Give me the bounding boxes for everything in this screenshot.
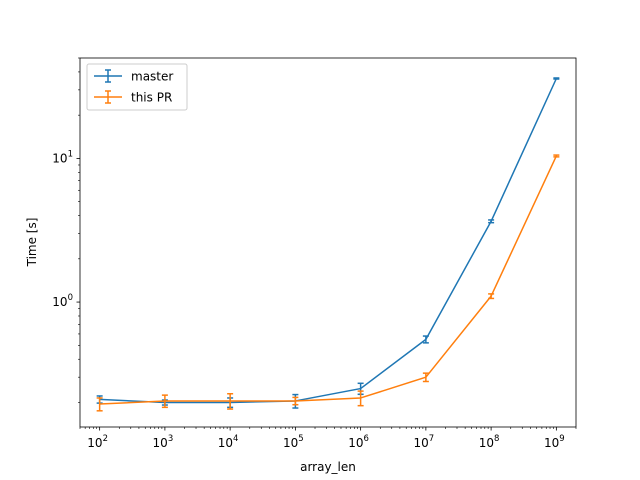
- legend-label-master: master: [131, 70, 173, 84]
- x-tick-label: 103: [153, 434, 174, 450]
- y-tick-label: 100: [52, 293, 73, 309]
- legend-entry-this-pr: this PR: [94, 90, 172, 105]
- x-axis-label: array_len: [300, 460, 356, 474]
- x-tick-label: 107: [414, 434, 435, 450]
- x-tick-label: 109: [544, 434, 565, 450]
- x-tick-label: 105: [283, 434, 304, 450]
- series-line-this-pr: [99, 155, 558, 405]
- legend-entry-master: master: [94, 69, 173, 84]
- x-tick-label: 108: [479, 434, 500, 450]
- y-tick-label: 101: [52, 149, 73, 165]
- series-line-master: [99, 78, 558, 404]
- plot-area: [96, 77, 560, 412]
- legend-label-this-pr: this PR: [131, 91, 172, 105]
- y-axis-label: Time [s]: [25, 218, 39, 268]
- ticks: 102 103 104 105 106 107 108 109 100 101: [52, 57, 577, 450]
- x-tick-label: 104: [218, 434, 239, 450]
- legend: master this PR: [86, 63, 188, 111]
- x-tick-label: 102: [87, 434, 108, 450]
- x-tick-label: 106: [348, 434, 369, 450]
- axes-frame: [79, 57, 577, 428]
